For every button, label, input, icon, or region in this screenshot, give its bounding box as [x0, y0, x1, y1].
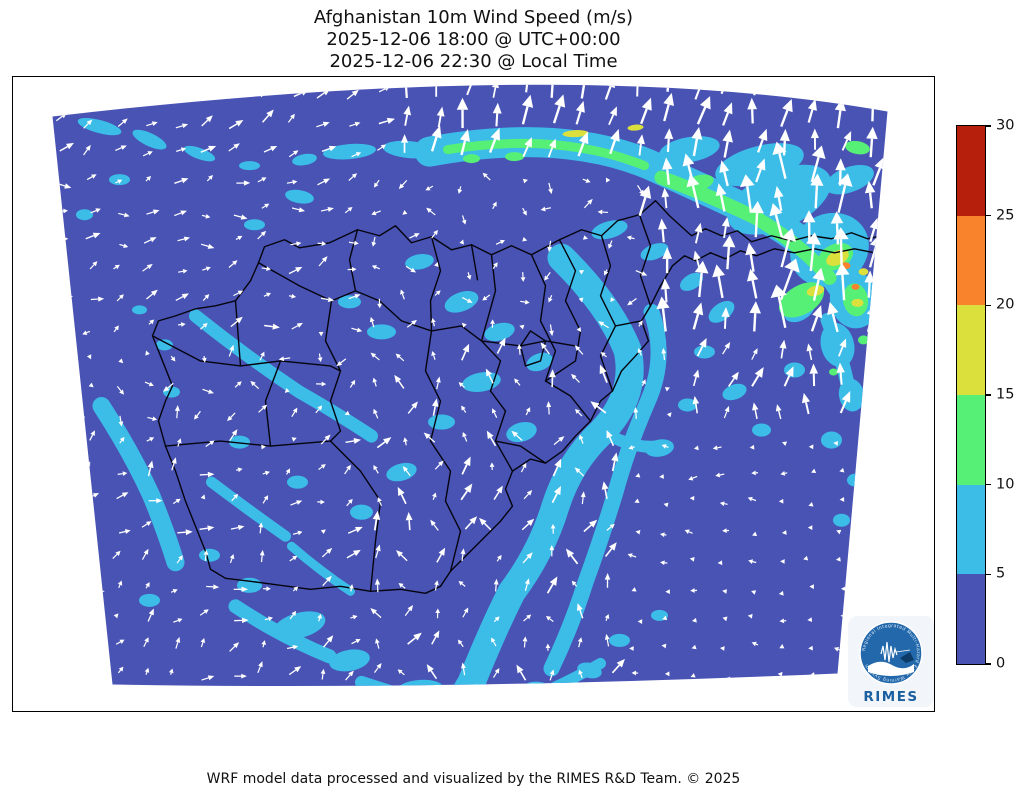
title-line-1: Afghanistan 10m Wind Speed (m/s) — [313, 7, 634, 28]
colorbar-ticklabel-0: 0 — [996, 655, 1006, 672]
colorbar-tickmark-15 — [986, 394, 991, 396]
colorbar-band-0-5 — [957, 573, 985, 664]
colorbar-ticklabel-25: 25 — [996, 207, 1015, 224]
rimes-logo: Regional Integrated Multi-Hazard Early W… — [848, 616, 934, 707]
colorbar-ticklabel-10: 10 — [996, 476, 1015, 493]
colorbar-band-25-30 — [957, 125, 985, 216]
colorbar-ticklabel-20: 20 — [996, 297, 1015, 314]
footer-credit: WRF model data processed and visualized … — [206, 771, 741, 787]
figure-title: Afghanistan 10m Wind Speed (m/s) 2025-12… — [0, 7, 947, 73]
wind-speed-patches-20-25 — [840, 262, 860, 290]
colorbar-band-5-10 — [957, 484, 985, 575]
colorbar: 0 5 10 15 20 25 30 — [956, 118, 1020, 672]
colorbar-tickmark-5 — [986, 573, 991, 576]
logo-bird — [900, 652, 914, 663]
colorbar-ticklabel-30: 30 — [996, 117, 1015, 134]
colorbar-ticklabel-5: 5 — [996, 566, 1006, 583]
colorbar-band-20-25 — [957, 215, 985, 306]
colorbar-tickmark-0 — [986, 663, 991, 665]
logo-wordmark: RIMES — [863, 689, 919, 705]
colorbar-band-15-20 — [957, 304, 985, 395]
colorbar-band-10-15 — [957, 394, 985, 485]
logo-wave — [868, 661, 914, 676]
colorbar-tickmark-25 — [986, 214, 991, 217]
title-line-2: 2025-12-06 18:00 @ UTC+00:00 — [326, 29, 621, 50]
colorbar-tickmark-10 — [986, 483, 991, 486]
country-outline — [151, 199, 888, 595]
colorbar-tickmark-30 — [986, 125, 991, 127]
title-line-3: 2025-12-06 22:30 @ Local Time — [329, 51, 618, 72]
wind-map — [52, 84, 888, 687]
colorbar-bar — [956, 125, 986, 665]
colorbar-tickmark-20 — [986, 304, 991, 307]
plot-frame — [12, 76, 935, 712]
logo-seismograph — [880, 641, 898, 663]
rimes-logo-graphic: Regional Integrated Multi-Hazard Early W… — [859, 621, 923, 685]
province-boundaries — [151, 199, 888, 595]
colorbar-ticklabel-15: 15 — [996, 386, 1015, 403]
